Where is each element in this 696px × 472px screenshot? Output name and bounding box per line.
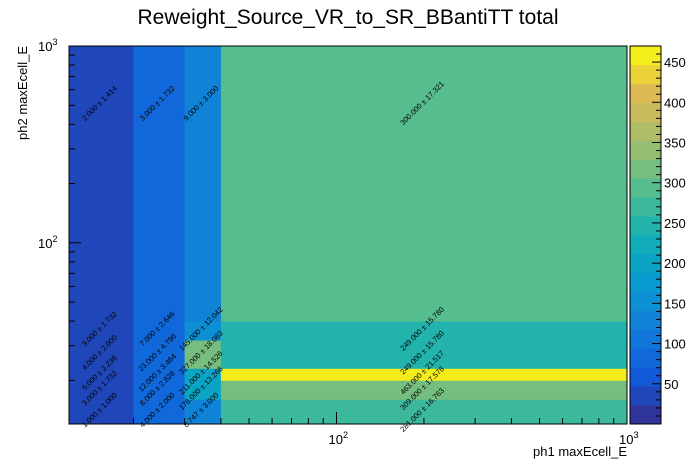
- palette-frame: [629, 45, 662, 425]
- chart-title: Reweight_Source_VR_to_SR_BBantiTT total: [137, 6, 558, 29]
- heatmap-cell-r1-c3: [220, 380, 628, 400]
- heatmap-cell-r2-c1: [133, 368, 185, 381]
- palette-bin: [630, 405, 661, 425]
- heatmap-cell-r5-c0: [69, 46, 134, 322]
- color-tick-label: 250: [664, 216, 686, 231]
- heatmap-cell-r3-c3: [220, 340, 628, 369]
- color-tick-label: 200: [664, 256, 686, 271]
- heatmap-cell-r4-c0: [69, 321, 134, 341]
- palette-bin: [630, 102, 661, 122]
- heatmap-cell-r0-c0: [69, 399, 134, 425]
- heatmap-cell-r1-c1: [133, 380, 185, 400]
- palette-bin: [630, 348, 661, 368]
- heatmap-cell-r0-c1: [133, 399, 185, 425]
- heatmap-cell-r3-c1: [133, 340, 185, 369]
- color-tick-label: 100: [664, 337, 686, 352]
- y-tick-label: 103: [38, 37, 57, 54]
- heatmap-cell-r0-c2: [184, 399, 222, 425]
- palette-bin: [630, 386, 661, 406]
- palette-bin: [630, 64, 661, 85]
- heatmap-cell-r5-c3: [220, 46, 628, 322]
- palette-bin: [630, 367, 661, 387]
- palette-bin: [630, 272, 661, 292]
- color-tick-label: 350: [664, 136, 686, 151]
- palette-bin: [630, 329, 661, 349]
- heatmap-cell-r1-c2: [184, 380, 222, 400]
- x-tick-label: 102: [328, 430, 347, 447]
- heatmap-cell-r3-c0: [69, 340, 134, 369]
- palette-bin: [630, 140, 661, 160]
- palette-bin: [630, 216, 661, 236]
- color-palette: [629, 45, 662, 425]
- heatmap-cell-r2-c0: [69, 368, 134, 381]
- palette-bin: [630, 46, 661, 66]
- y-axis-label: ph2 maxEcell_E: [15, 46, 30, 140]
- color-tick-label: 150: [664, 296, 686, 311]
- heatmap-cell-r2-c2: [184, 368, 222, 381]
- heatmap-cell-r4-c1: [133, 321, 185, 341]
- heatmap-cells: [69, 46, 628, 425]
- color-tick-label: 400: [664, 95, 686, 110]
- palette-bin: [630, 121, 661, 141]
- heatmap-cell-r1-c0: [69, 380, 134, 400]
- palette-bin: [630, 310, 661, 330]
- heatmap-cell-r3-c2: [184, 340, 222, 369]
- heatmap-cell-r5-c1: [133, 46, 185, 322]
- heatmap-cell-r2-c3: [220, 368, 628, 381]
- color-tick-label: 450: [664, 55, 686, 70]
- color-tick-label: 50: [664, 377, 678, 392]
- palette-bin: [630, 83, 661, 103]
- palette-bin: [630, 235, 661, 255]
- color-scale-ticks: 50 100 150 200 250 300 350 400 450: [652, 45, 686, 417]
- heatmap-cell-r4-c3: [220, 321, 628, 341]
- palette-bin: [630, 197, 661, 217]
- color-tick-label: 300: [664, 176, 686, 191]
- heatmap-cell-r5-c2: [184, 46, 222, 322]
- palette-bin: [630, 159, 661, 179]
- x-axis-label: ph1 maxEcell_E: [533, 444, 627, 459]
- heatmap-cell-r4-c2: [184, 321, 222, 341]
- plot-frame: [68, 45, 628, 425]
- palette-bin: [630, 178, 661, 198]
- palette-bin: [630, 253, 661, 274]
- palette-bin: [630, 291, 661, 311]
- y-tick-label: 102: [38, 234, 57, 251]
